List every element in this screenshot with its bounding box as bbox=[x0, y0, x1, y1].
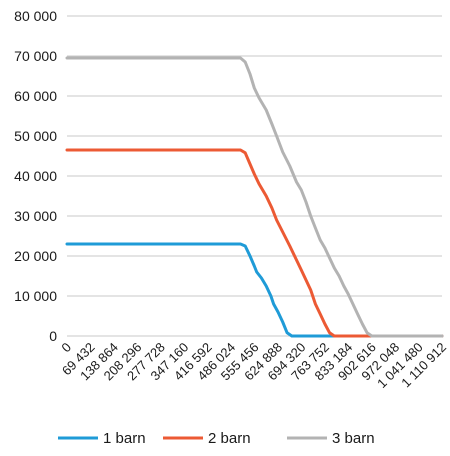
y-tick-label: 70 000 bbox=[14, 48, 57, 64]
series-lines bbox=[65, 56, 444, 338]
series-line-3 bbox=[65, 56, 444, 338]
y-tick-label: 30 000 bbox=[14, 208, 57, 224]
legend-label: 1 barn bbox=[103, 430, 146, 447]
y-tick-label: 50 000 bbox=[14, 128, 57, 144]
legend-label: 2 barn bbox=[208, 430, 251, 447]
y-tick-label: 80 000 bbox=[14, 8, 57, 24]
y-tick-label: 40 000 bbox=[14, 168, 57, 184]
legend: 1 barn 2 barn 3 barn bbox=[58, 430, 375, 447]
y-tick-label: 0 bbox=[49, 328, 57, 344]
y-tick-label: 10 000 bbox=[14, 288, 57, 304]
y-axis-ticks: 0 10 000 20 000 30 000 40 000 50 000 60 000 70 … bbox=[14, 8, 57, 344]
legend-label: 3 barn bbox=[332, 430, 375, 447]
y-tick-label: 20 000 bbox=[14, 248, 57, 264]
series-line-1 bbox=[65, 242, 444, 338]
y-tick-label: 60 000 bbox=[14, 88, 57, 104]
series-line-2 bbox=[65, 148, 444, 338]
x-tick-label: 0 bbox=[58, 340, 74, 356]
